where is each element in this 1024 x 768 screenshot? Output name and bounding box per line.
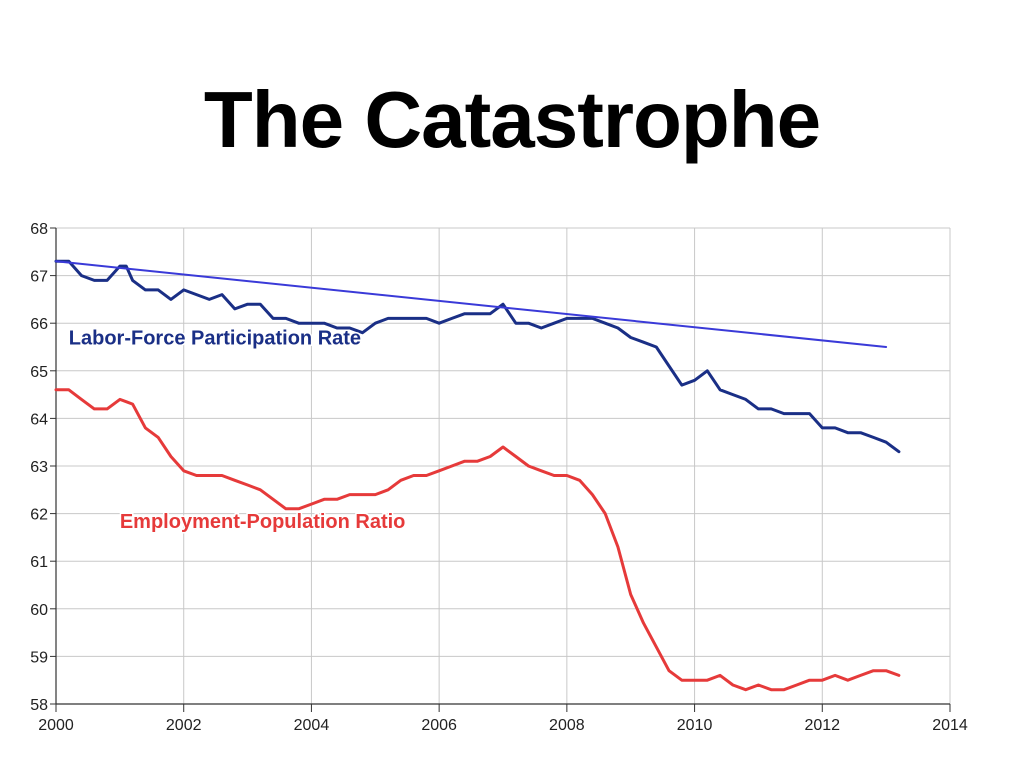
chart-labels: Labor-Force Participation Rate Employment… <box>67 326 407 534</box>
x-tick-label: 2006 <box>421 717 457 734</box>
lfpr-label: Labor-Force Participation Rate <box>69 328 361 350</box>
y-tick-label: 66 <box>30 316 48 333</box>
y-tick-label: 61 <box>30 554 48 571</box>
y-tick-label: 58 <box>30 697 48 714</box>
x-tick-label: 2002 <box>166 717 202 734</box>
grid-lines <box>56 227 951 705</box>
chart-axes: 58 59 60 61 62 63 64 65 66 67 68 2000 2002 2004 2006 20… <box>30 221 968 734</box>
chart-series <box>54 259 901 692</box>
y-tick-label: 60 <box>30 602 48 619</box>
y-tick-label: 68 <box>30 221 48 238</box>
y-tick-label: 63 <box>30 459 48 476</box>
slide-title: The Catastrophe <box>203 75 821 164</box>
x-tick-label: 2014 <box>932 717 968 734</box>
x-tick-label: 2010 <box>677 717 713 734</box>
y-tick-label: 64 <box>30 411 48 428</box>
trend-line <box>55 260 888 348</box>
x-tick-label: 2000 <box>38 717 74 734</box>
x-tick-label: 2008 <box>549 717 585 734</box>
y-tick-label: 67 <box>30 269 48 286</box>
y-tick-label: 59 <box>30 649 48 666</box>
epop-series-line <box>54 388 901 692</box>
y-tick-label: 62 <box>30 507 48 524</box>
lfpr-series-line <box>54 259 901 454</box>
epop-label: Employment-Population Ratio <box>120 511 406 533</box>
x-tick-label: 2004 <box>294 717 330 734</box>
y-tick-label: 65 <box>30 364 48 381</box>
x-tick-label: 2012 <box>804 717 840 734</box>
